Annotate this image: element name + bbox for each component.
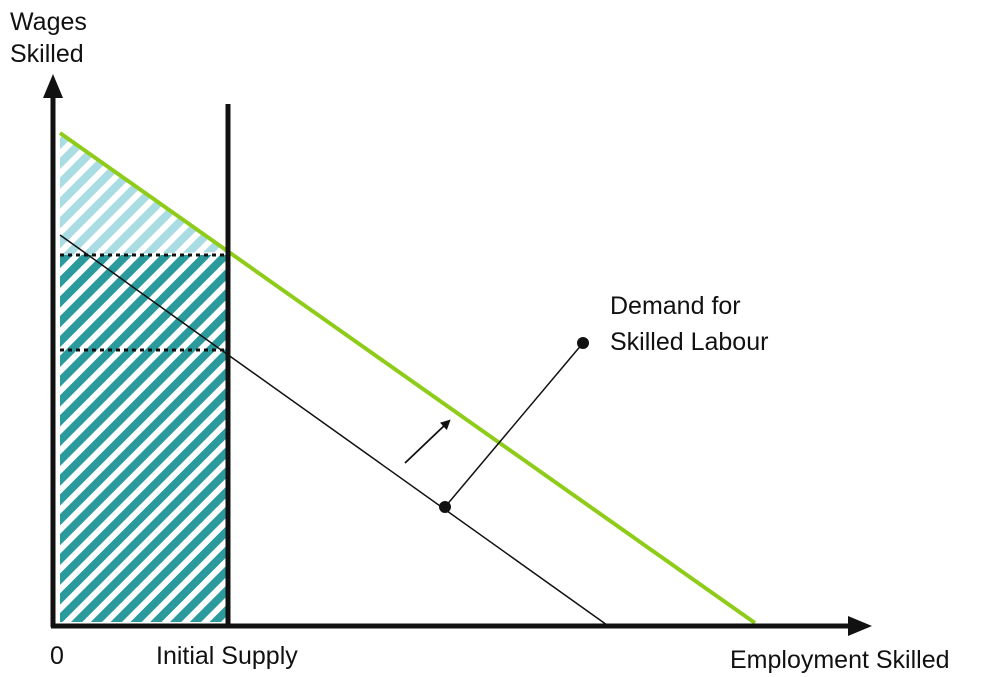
label-pointer <box>444 342 584 508</box>
y-axis-arrow <box>43 74 63 98</box>
demand-label: Demand for <box>610 292 741 320</box>
y-axis-label: Skilled <box>10 40 84 68</box>
x-axis-label: Employment Skilled <box>730 646 950 674</box>
x-axis-arrow <box>848 616 872 636</box>
supply-label: Initial Supply <box>156 642 298 670</box>
y-axis-label: Wages <box>10 8 87 36</box>
demand-label: Skilled Labour <box>610 328 768 356</box>
pointer-dot <box>439 501 451 513</box>
origin-label: 0 <box>50 642 64 670</box>
shift-arrow <box>404 419 451 464</box>
wage-bill-area <box>60 255 228 622</box>
original-demand-curve <box>59 234 608 626</box>
pointer-dot <box>577 337 589 349</box>
new-demand-curve <box>58 131 757 625</box>
